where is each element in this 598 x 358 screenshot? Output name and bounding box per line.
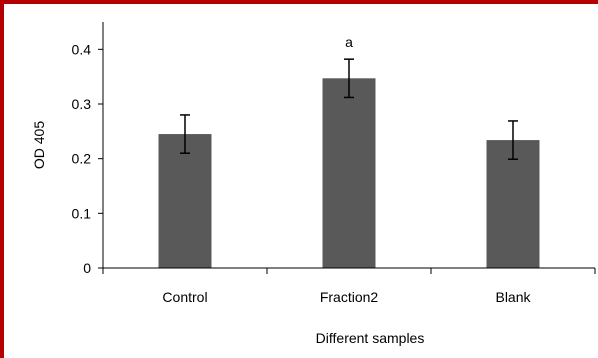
x-ticks-group: Control Fraction2 Blank [102,268,596,305]
y-tick-label: 0 [83,260,91,276]
y-tick-label: 0.2 [72,151,92,167]
bar [486,140,540,268]
y-ticks-group: 0 0.1 0.2 0.3 0.4 [72,41,103,276]
x-axis-title: Different samples [316,330,425,346]
x-tick-label: Fraction2 [320,289,379,305]
bars-group [158,78,540,268]
y-tick-label: 0.3 [72,96,92,112]
frame-left-border [0,0,4,358]
frame-top-border [0,0,598,4]
axes-group [102,22,595,269]
bar [158,134,212,268]
x-tick-label: Control [162,289,207,305]
y-tick-label: 0.4 [72,41,92,57]
y-tick-label: 0.1 [72,205,92,221]
y-axis-title: OD 405 [31,121,47,169]
annotations-group: a [345,34,353,50]
bar-annotation: a [345,34,353,50]
error-bars-group [180,58,518,160]
bar [322,78,376,268]
x-tick-label: Blank [495,289,531,305]
